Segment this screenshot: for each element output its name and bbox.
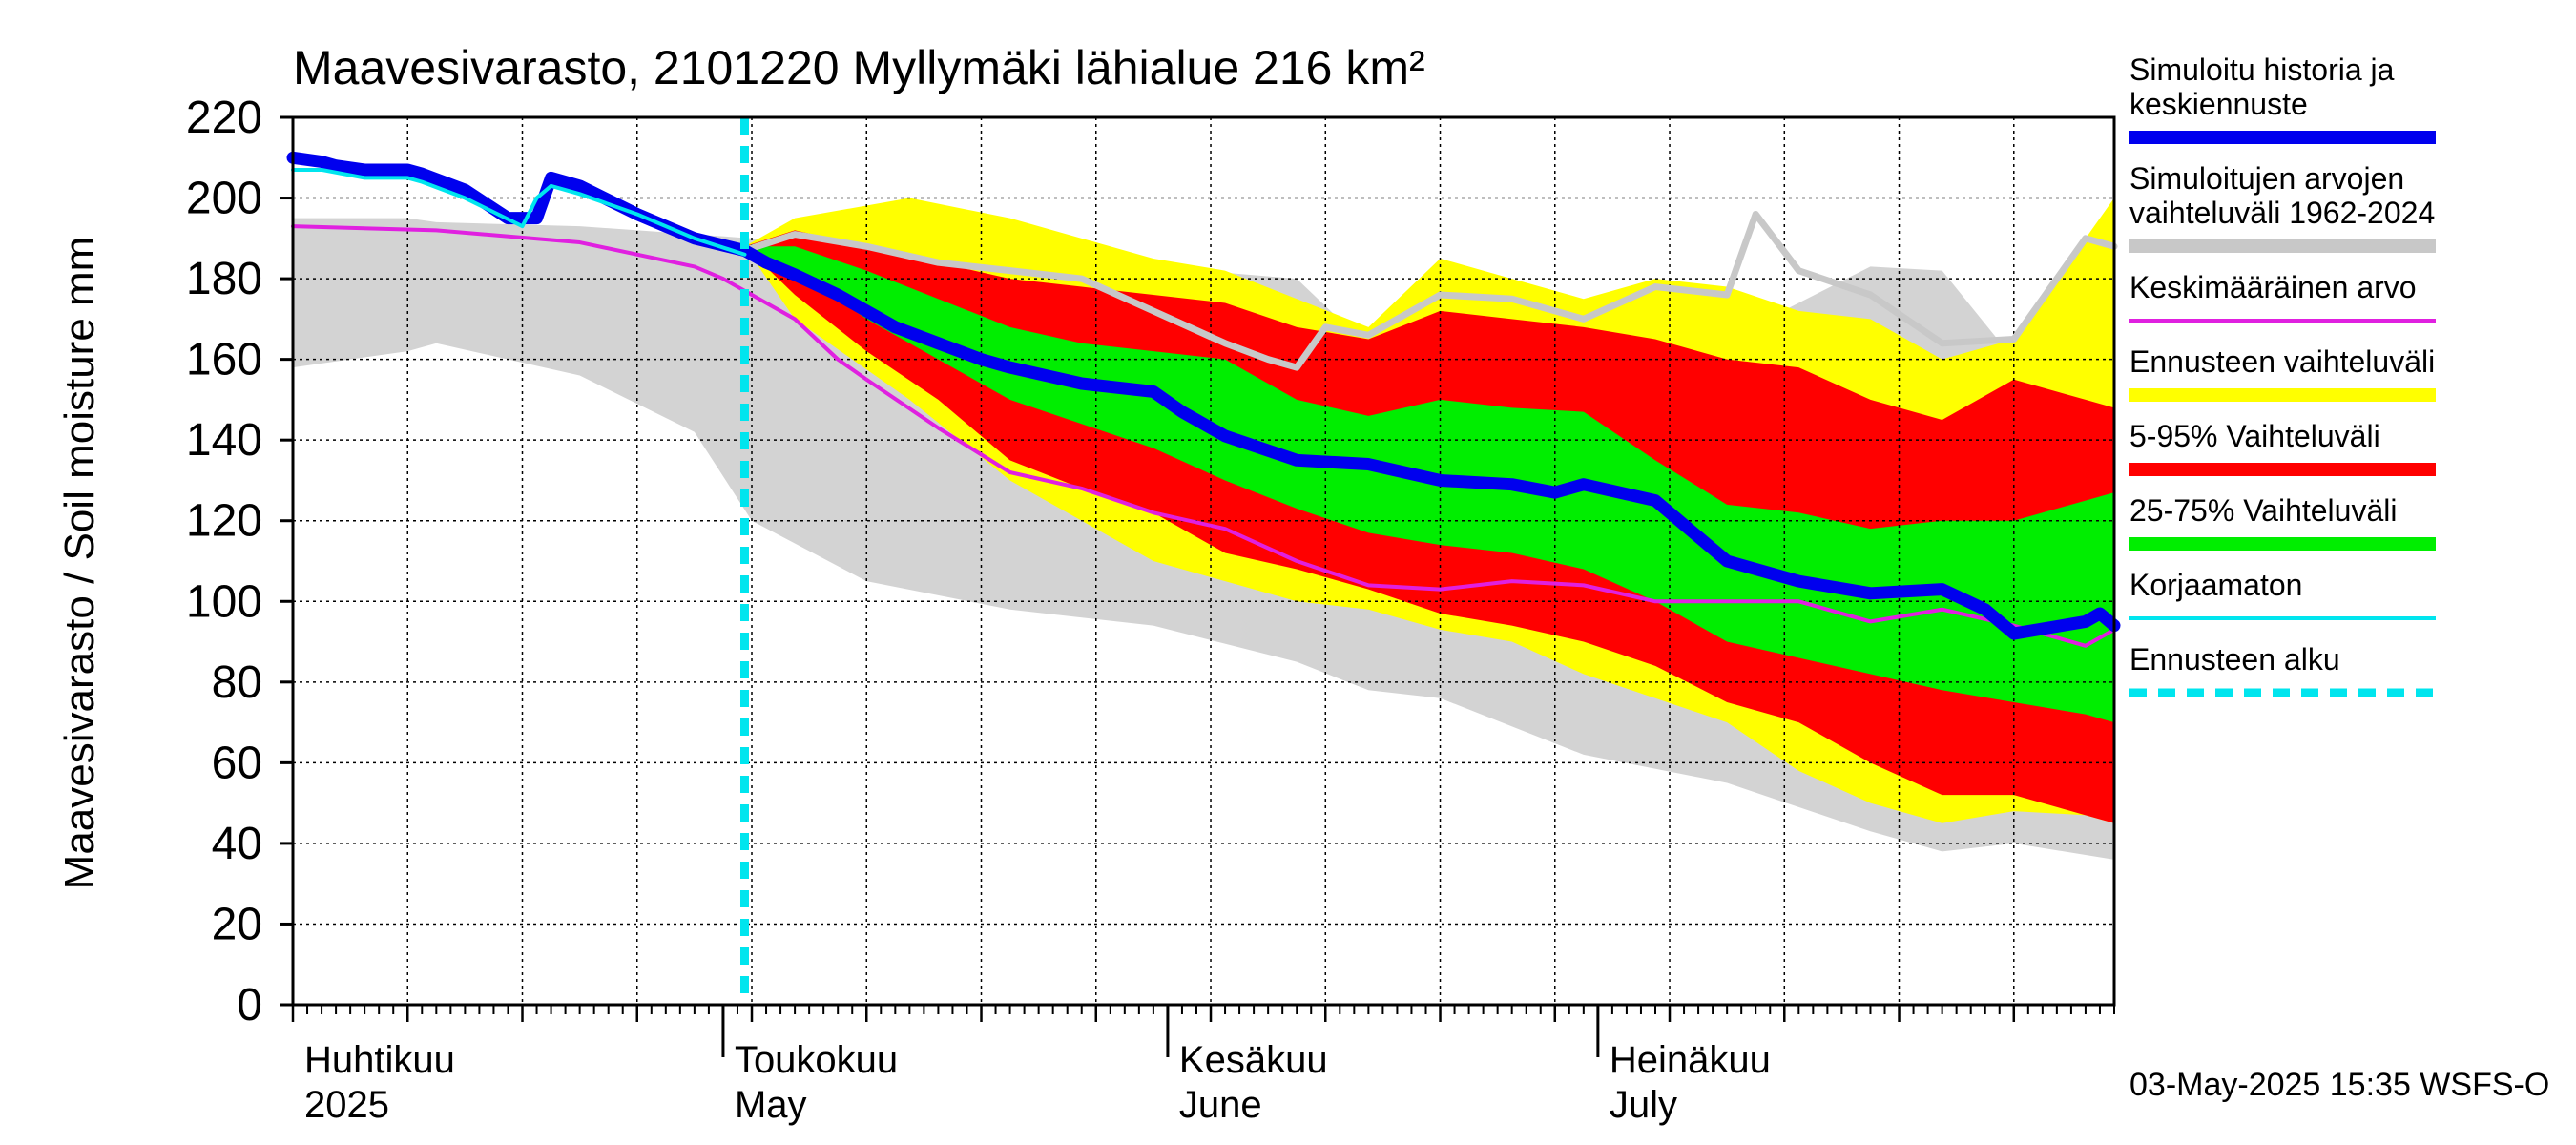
p25-75-band (744, 246, 2114, 723)
y-tick-label: 0 (237, 980, 262, 1030)
x-axis-ticks (291, 1005, 2115, 1057)
month-label-en: 2025 (304, 1084, 389, 1126)
median-forecast-line (740, 210, 2118, 371)
y-tick-label: 220 (186, 93, 262, 143)
plot-lines (286, 117, 2121, 1005)
legend-label: Ennusteen vaihteluväli (2129, 344, 2435, 379)
month-label-en: July (1610, 1084, 1677, 1126)
month-label-fi: Toukokuu (735, 1039, 898, 1081)
y-axis-ticks: 0 20 40 60 80 100 120 140 160 180 200 220 (186, 93, 293, 1030)
simulated-history-line (286, 151, 2121, 640)
chart-title: Maavesivarasto, 2101220 Myllymäki lähial… (293, 41, 1425, 94)
y-tick-label: 140 (186, 415, 262, 466)
month-label-fi: Kesäkuu (1179, 1039, 1328, 1081)
month-label-en: May (735, 1084, 807, 1126)
legend-label: Korjaamaton (2129, 568, 2302, 602)
y-tick-label: 40 (212, 819, 262, 869)
plot-frame (291, 115, 2116, 1007)
y-tick-label: 20 (212, 899, 262, 949)
legend-label: 5-95% Vaihteluväli (2129, 419, 2380, 453)
y-tick-label: 100 (186, 576, 262, 627)
plot-grid (293, 117, 2114, 1005)
uncorrected-line (291, 167, 747, 257)
month-label-fi: Heinäkuu (1610, 1039, 1771, 1081)
legend: Simuloitu historia ja keskiennuste Simuloi… (2129, 52, 2436, 697)
month-label-en: June (1179, 1084, 1262, 1126)
y-tick-label: 60 (212, 738, 262, 788)
legend-label: 25-75% Vaihteluväli (2129, 493, 2397, 528)
legend-label: Simuloitujen arvojen vaihteluväli 1962-20… (2129, 161, 2435, 230)
y-tick-label: 80 (212, 657, 262, 708)
timestamp-label: 03-May-2025 15:35 WSFS-O (2129, 1067, 2549, 1103)
mean-value-line (291, 224, 2116, 648)
y-tick-label: 200 (186, 174, 262, 224)
month-label-fi: Huhtikuu (304, 1039, 455, 1081)
y-tick-label: 120 (186, 496, 262, 547)
y-axis-label: Maavesivarasto / Soil moisture mm (56, 237, 103, 890)
y-tick-label: 160 (186, 335, 262, 385)
legend-label: Simuloitu historia ja keskiennuste (2129, 52, 2395, 121)
legend-label: Ennusteen alku (2129, 642, 2340, 677)
legend-label: Keskimääräinen arvo (2129, 270, 2417, 304)
y-tick-label: 180 (186, 254, 262, 304)
